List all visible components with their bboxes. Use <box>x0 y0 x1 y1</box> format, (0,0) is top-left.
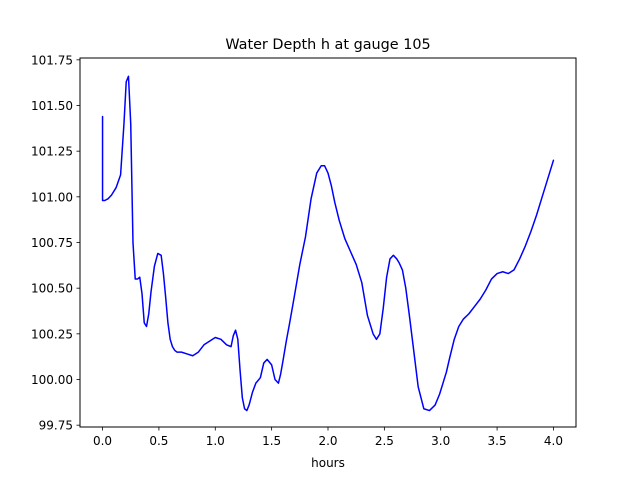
y-tick-label: 100.75 <box>31 236 73 250</box>
series-line-0 <box>101 75 555 412</box>
y-tick-label: 100.25 <box>31 327 73 341</box>
x-tick-label: 4.0 <box>544 434 563 448</box>
y-tick-label: 101.50 <box>31 99 73 113</box>
y-tick-label: 101.75 <box>31 53 73 67</box>
y-tick-label: 101.00 <box>31 190 73 204</box>
x-tick-label: 3.0 <box>431 434 450 448</box>
x-tick-label: 2.0 <box>318 434 337 448</box>
y-tick-label: 100.00 <box>31 373 73 387</box>
y-tick-label: 99.75 <box>39 419 73 433</box>
x-tick-label: 0.0 <box>93 434 112 448</box>
x-axis-label: hours <box>311 456 345 470</box>
x-axis: 0.0 0.5 1.0 1.5 2.0 2.5 3.0 3.5 4.0 <box>93 427 563 448</box>
x-tick-label: 1.0 <box>206 434 225 448</box>
chart-title: Water Depth h at gauge 105 <box>225 37 430 53</box>
y-axis: 99.75 100.00 100.25 100.50 100.75 101.00 101.2… <box>31 53 80 433</box>
x-tick-label: 3.5 <box>488 434 507 448</box>
x-tick-label: 1.5 <box>262 434 281 448</box>
plot-area <box>101 75 555 412</box>
x-tick-label: 0.5 <box>149 434 168 448</box>
y-tick-label: 101.25 <box>31 145 73 159</box>
y-tick-label: 100.50 <box>31 282 73 296</box>
x-tick-label: 2.5 <box>375 434 394 448</box>
